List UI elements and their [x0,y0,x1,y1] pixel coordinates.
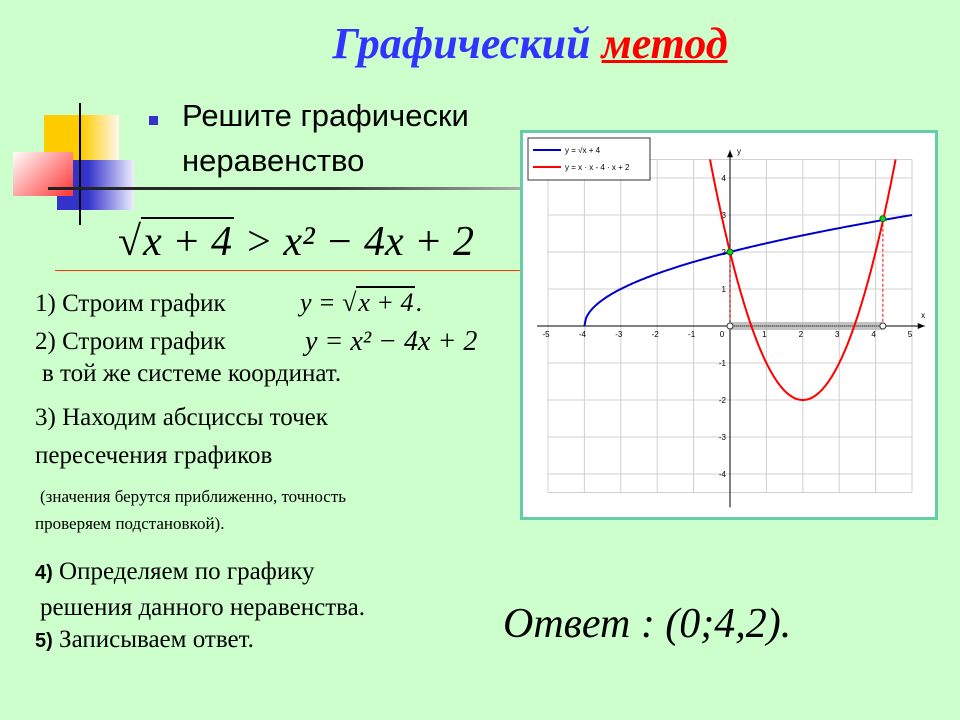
x-axis-arrow [917,323,925,329]
x-tick-label: 2 [799,330,804,339]
answer: Ответ : (0;4,2). [503,601,792,647]
step2: 2) Строим график [35,328,226,355]
legend-label: y = x · x - 4 · x + 2 [565,163,630,172]
step3-note2: проверяем подстановкой). [35,514,225,533]
step1-formula: y = √x + 4. [300,286,422,317]
y-tick-label: -3 [719,433,727,442]
f1-rad: x + 4 [358,288,414,317]
step4-line2: решения данного неравенства. [40,594,365,621]
legend-label: y = √x + 4 [565,146,601,155]
f1-lhs: y = [300,288,343,317]
y-tick-label: 1 [722,285,727,294]
x-tick-label: -5 [542,330,550,339]
step2-cont: в той же системе координат. [42,360,342,387]
step1: 1) Строим график [35,290,226,317]
step3-line2: пересечения графиков [35,442,273,469]
x-tick-label: 0 [720,330,725,339]
bullet-icon [149,116,158,125]
radicand: x + 4 [143,219,233,265]
title-part1: Графический [332,19,591,68]
function-graph: x y -5 -4 -3 -2 -1 0 1 2 3 4 5 -4 -3 -2 -1 1 2 3 4 y = √x + 4… [520,130,938,520]
x-tick-label: -1 [688,330,696,339]
f1-end: . [415,288,422,317]
x-tick-label: 1 [762,330,767,339]
step3-line1: 3) Находим абсциссы точек [35,404,328,431]
x-tick-label: -2 [652,330,660,339]
step5-num: 5) [35,630,53,652]
y-tick-label: 4 [722,174,727,183]
y-axis-arrow [727,150,733,158]
legend-box [527,137,651,181]
y-tick-label: -2 [719,396,727,405]
x-tick-label: 5 [908,330,913,339]
inequality: √x + 4 > x² − 4x + 2 [118,217,474,265]
divider [55,270,520,271]
inequality-rhs: > x² − 4x + 2 [244,219,474,265]
step2-formula: y = x² − 4x + 2 [305,326,478,357]
series-curve-1 [583,214,913,327]
x-tick-label: -3 [615,330,623,339]
intersection-point [726,248,734,256]
step3-note1: (значения берутся приближенно, точность [40,487,347,506]
step4-line1: Определяем по графику [59,558,315,585]
x-tick-label: -4 [579,330,587,339]
step5-line1: Записываем ответ. [59,626,254,653]
task-line2: неравенство [182,143,365,178]
x-axis-label: x [921,311,925,320]
intersection-point [879,215,887,223]
y-tick-label: -1 [719,359,727,368]
y-tick-label: 3 [722,211,727,220]
title-part2: метод [601,19,728,68]
x-tick-label: 4 [871,330,876,339]
y-tick-label: -4 [719,470,727,479]
y-axis-label: y [737,147,741,156]
step4-num: 4) [35,562,53,584]
series-curve-2 [709,159,897,401]
slide-title: Графический метод [0,18,960,69]
interval-endpoint [879,322,887,330]
x-tick-label: 3 [835,330,840,339]
interval-endpoint [726,322,734,330]
task-line1: Решите графически [182,98,469,133]
